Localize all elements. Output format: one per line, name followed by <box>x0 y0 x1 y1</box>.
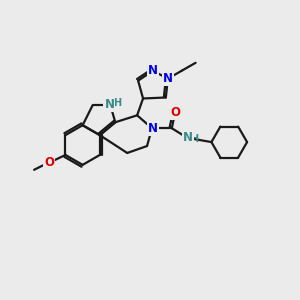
Text: N: N <box>163 72 173 85</box>
Text: N: N <box>183 130 193 144</box>
Text: O: O <box>44 156 54 170</box>
Text: H: H <box>190 134 199 144</box>
Text: N: N <box>148 64 158 77</box>
Text: N: N <box>148 122 158 135</box>
Text: H: H <box>113 98 122 108</box>
Text: O: O <box>171 106 181 119</box>
Text: N: N <box>104 98 114 111</box>
